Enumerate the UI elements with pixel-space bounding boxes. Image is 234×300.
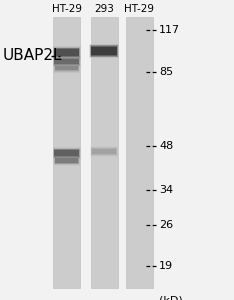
Bar [55,59,79,64]
Bar [53,46,81,59]
Text: 19: 19 [159,261,173,271]
Bar [91,16,118,288]
Text: (kD): (kD) [159,296,183,300]
Bar [54,149,79,157]
Bar [53,147,81,159]
Text: HT-29: HT-29 [52,4,82,14]
Bar [54,64,80,73]
Bar [53,47,80,58]
Bar [54,57,80,66]
Bar [55,150,79,156]
Bar [53,16,80,288]
Bar [53,56,80,66]
Bar [55,66,79,71]
Text: 117: 117 [159,25,180,35]
Text: 85: 85 [159,67,173,76]
Bar [90,146,118,157]
Text: UBAP2L: UBAP2L [2,48,62,63]
Bar [55,158,78,163]
Bar [54,48,80,57]
Bar [91,147,118,157]
Text: HT-29: HT-29 [124,4,154,14]
Text: 293: 293 [94,4,114,14]
Bar [53,155,80,166]
Bar [91,147,117,156]
Bar [91,46,117,56]
Bar [91,47,117,55]
Bar [53,63,80,73]
Bar [54,65,79,72]
Bar [55,49,79,56]
Bar [54,58,79,65]
Text: 26: 26 [159,220,173,230]
Bar [90,45,118,57]
Bar [54,156,80,165]
Bar [53,148,80,158]
Bar [53,56,81,67]
Bar [91,148,117,155]
Bar [54,157,79,164]
Bar [126,16,153,288]
Text: 34: 34 [159,185,173,195]
Bar [92,149,117,154]
Bar [54,148,80,158]
Text: 48: 48 [159,141,173,151]
Bar [55,158,79,164]
Bar [90,44,118,58]
Bar [89,44,119,58]
Bar [55,66,78,70]
Bar [54,48,79,56]
